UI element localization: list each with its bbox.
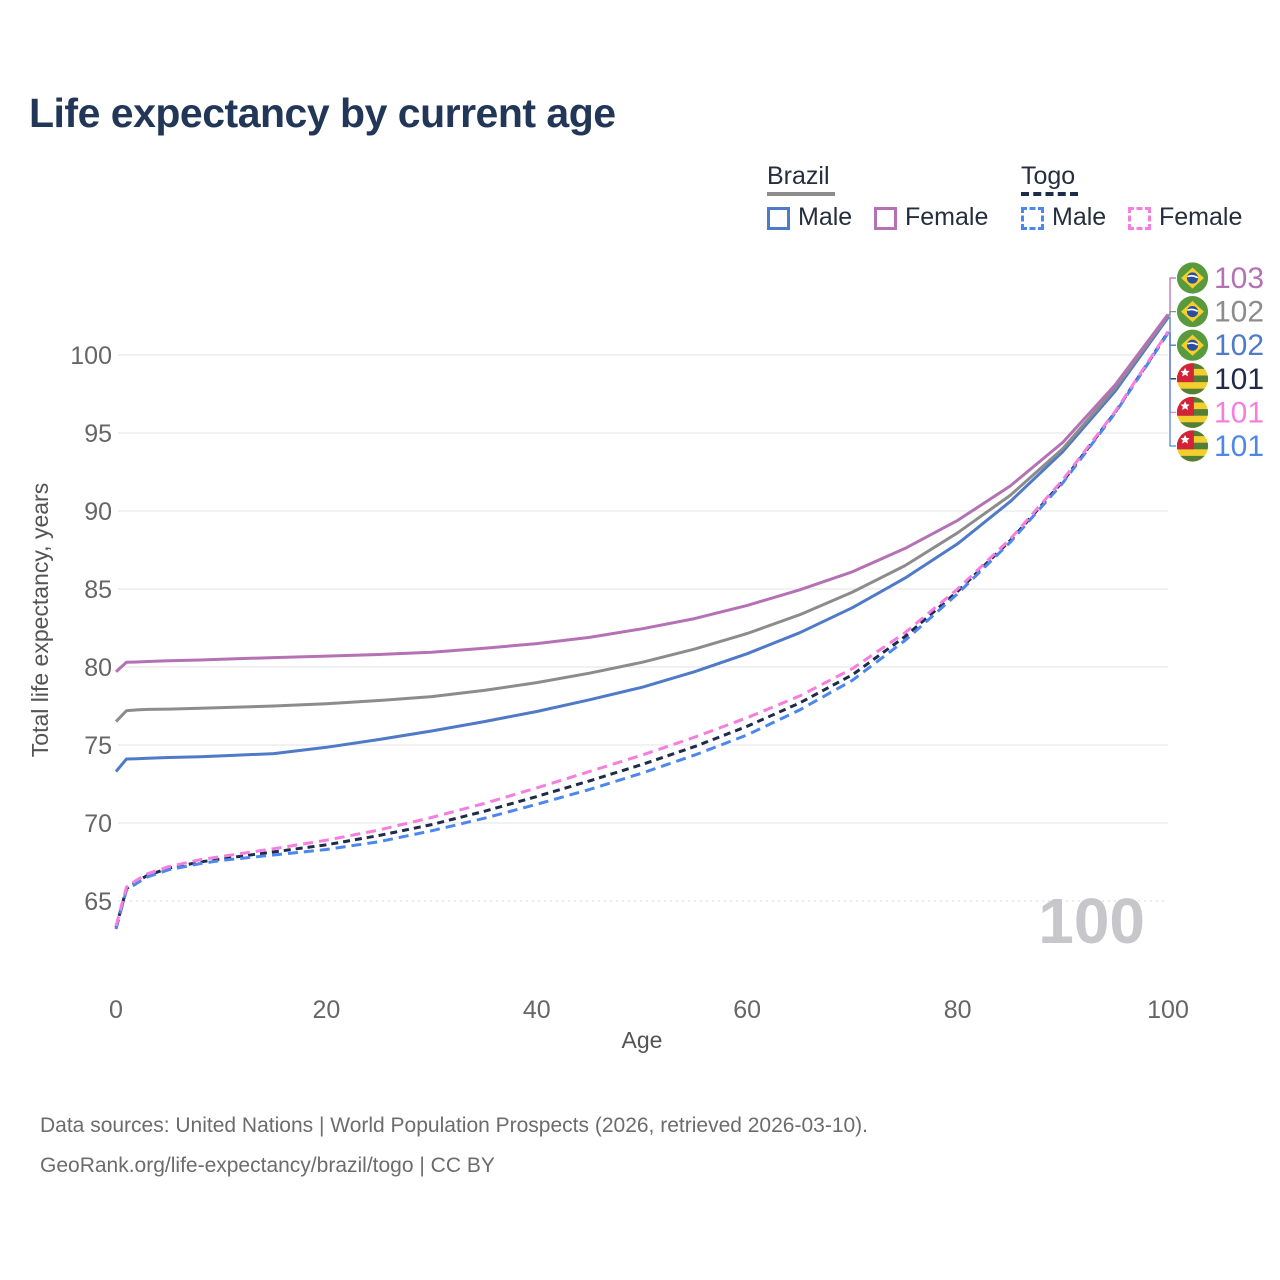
end-label-value-togo-male: 101 bbox=[1214, 430, 1264, 463]
legend-group-label-togo[interactable]: Togo bbox=[1021, 162, 1076, 190]
end-label-leader-brazil-total bbox=[1168, 310, 1176, 317]
x-axis-title: Age bbox=[622, 1027, 663, 1053]
series-line-togo-male[interactable] bbox=[114, 332, 1170, 930]
legend-group-label-brazil[interactable]: Brazil bbox=[767, 162, 830, 190]
y-tick-label: 95 bbox=[84, 420, 112, 448]
series-line-brazil-total[interactable] bbox=[114, 315, 1170, 723]
brazil-flag-icon bbox=[1176, 261, 1209, 295]
legend-swatch-togo-male[interactable] bbox=[1021, 207, 1044, 230]
togo-flag-icon bbox=[1176, 430, 1209, 463]
x-tick-label: 40 bbox=[523, 996, 551, 1024]
y-tick-label: 85 bbox=[84, 576, 112, 604]
footer-sources-line: Data sources: United Nations | World Pop… bbox=[40, 1114, 869, 1137]
x-tick-label: 60 bbox=[733, 996, 761, 1024]
series-line-togo-female[interactable] bbox=[114, 330, 1170, 927]
y-tick-label: 100 bbox=[70, 342, 112, 370]
footer-attribution-line: GeoRank.org/life-expectancy/brazil/togo … bbox=[40, 1154, 495, 1177]
legend-underline-brazil bbox=[767, 192, 835, 196]
x-tick-label: 20 bbox=[312, 996, 340, 1024]
series-line-brazil-male[interactable] bbox=[114, 316, 1170, 773]
legend-swatch-brazil-male[interactable] bbox=[767, 207, 790, 230]
series-lines bbox=[114, 313, 1170, 930]
y-tick-label: 80 bbox=[84, 654, 112, 682]
y-tick-label: 65 bbox=[84, 888, 112, 916]
legend-label-togo-female[interactable]: Female bbox=[1159, 203, 1243, 231]
legend-label-brazil-male[interactable]: Male bbox=[798, 203, 853, 231]
axis-tick-labels: 65 70 75 80 85 90 95 100 0 20 40 60 80 100 bbox=[70, 342, 1189, 1024]
brazil-flag-icon bbox=[1176, 328, 1209, 362]
legend-underline-togo bbox=[1021, 192, 1078, 196]
end-label-value-brazil-total: 102 bbox=[1214, 296, 1264, 329]
x-tick-label: 100 bbox=[1147, 996, 1189, 1024]
end-label-value-brazil-female: 103 bbox=[1214, 262, 1264, 295]
series-line-brazil-female[interactable] bbox=[114, 313, 1170, 673]
legend-swatch-brazil-female[interactable] bbox=[874, 207, 897, 230]
y-tick-label: 90 bbox=[84, 498, 112, 526]
legend-label-togo-male[interactable]: Male bbox=[1052, 203, 1107, 231]
x-tick-label: 0 bbox=[109, 996, 123, 1024]
gridlines bbox=[118, 354, 1168, 902]
end-label-value-togo-female: 101 bbox=[1214, 396, 1264, 429]
page-title: Life expectancy by current age bbox=[29, 90, 616, 136]
end-label-value-brazil-male: 102 bbox=[1214, 329, 1264, 362]
togo-flag-icon bbox=[1176, 396, 1209, 429]
togo-flag-icon bbox=[1176, 362, 1209, 395]
brazil-flag-icon bbox=[1176, 295, 1209, 328]
end-label-value-togo-total: 101 bbox=[1214, 363, 1264, 396]
y-axis-title: Total life expectancy, years bbox=[27, 483, 53, 757]
footer: Data sources: United Nations | World Pop… bbox=[40, 1106, 868, 1186]
legend-label-brazil-female[interactable]: Female bbox=[905, 203, 989, 231]
legend-swatch-togo-female[interactable] bbox=[1128, 207, 1151, 230]
end-label-leader-brazil-female bbox=[1168, 277, 1176, 316]
current-age-watermark: 100 bbox=[1038, 885, 1145, 957]
y-tick-label: 70 bbox=[84, 810, 112, 838]
end-label-leader-togo-male bbox=[1168, 332, 1176, 447]
y-tick-label: 75 bbox=[84, 732, 112, 760]
x-tick-label: 80 bbox=[944, 996, 972, 1024]
